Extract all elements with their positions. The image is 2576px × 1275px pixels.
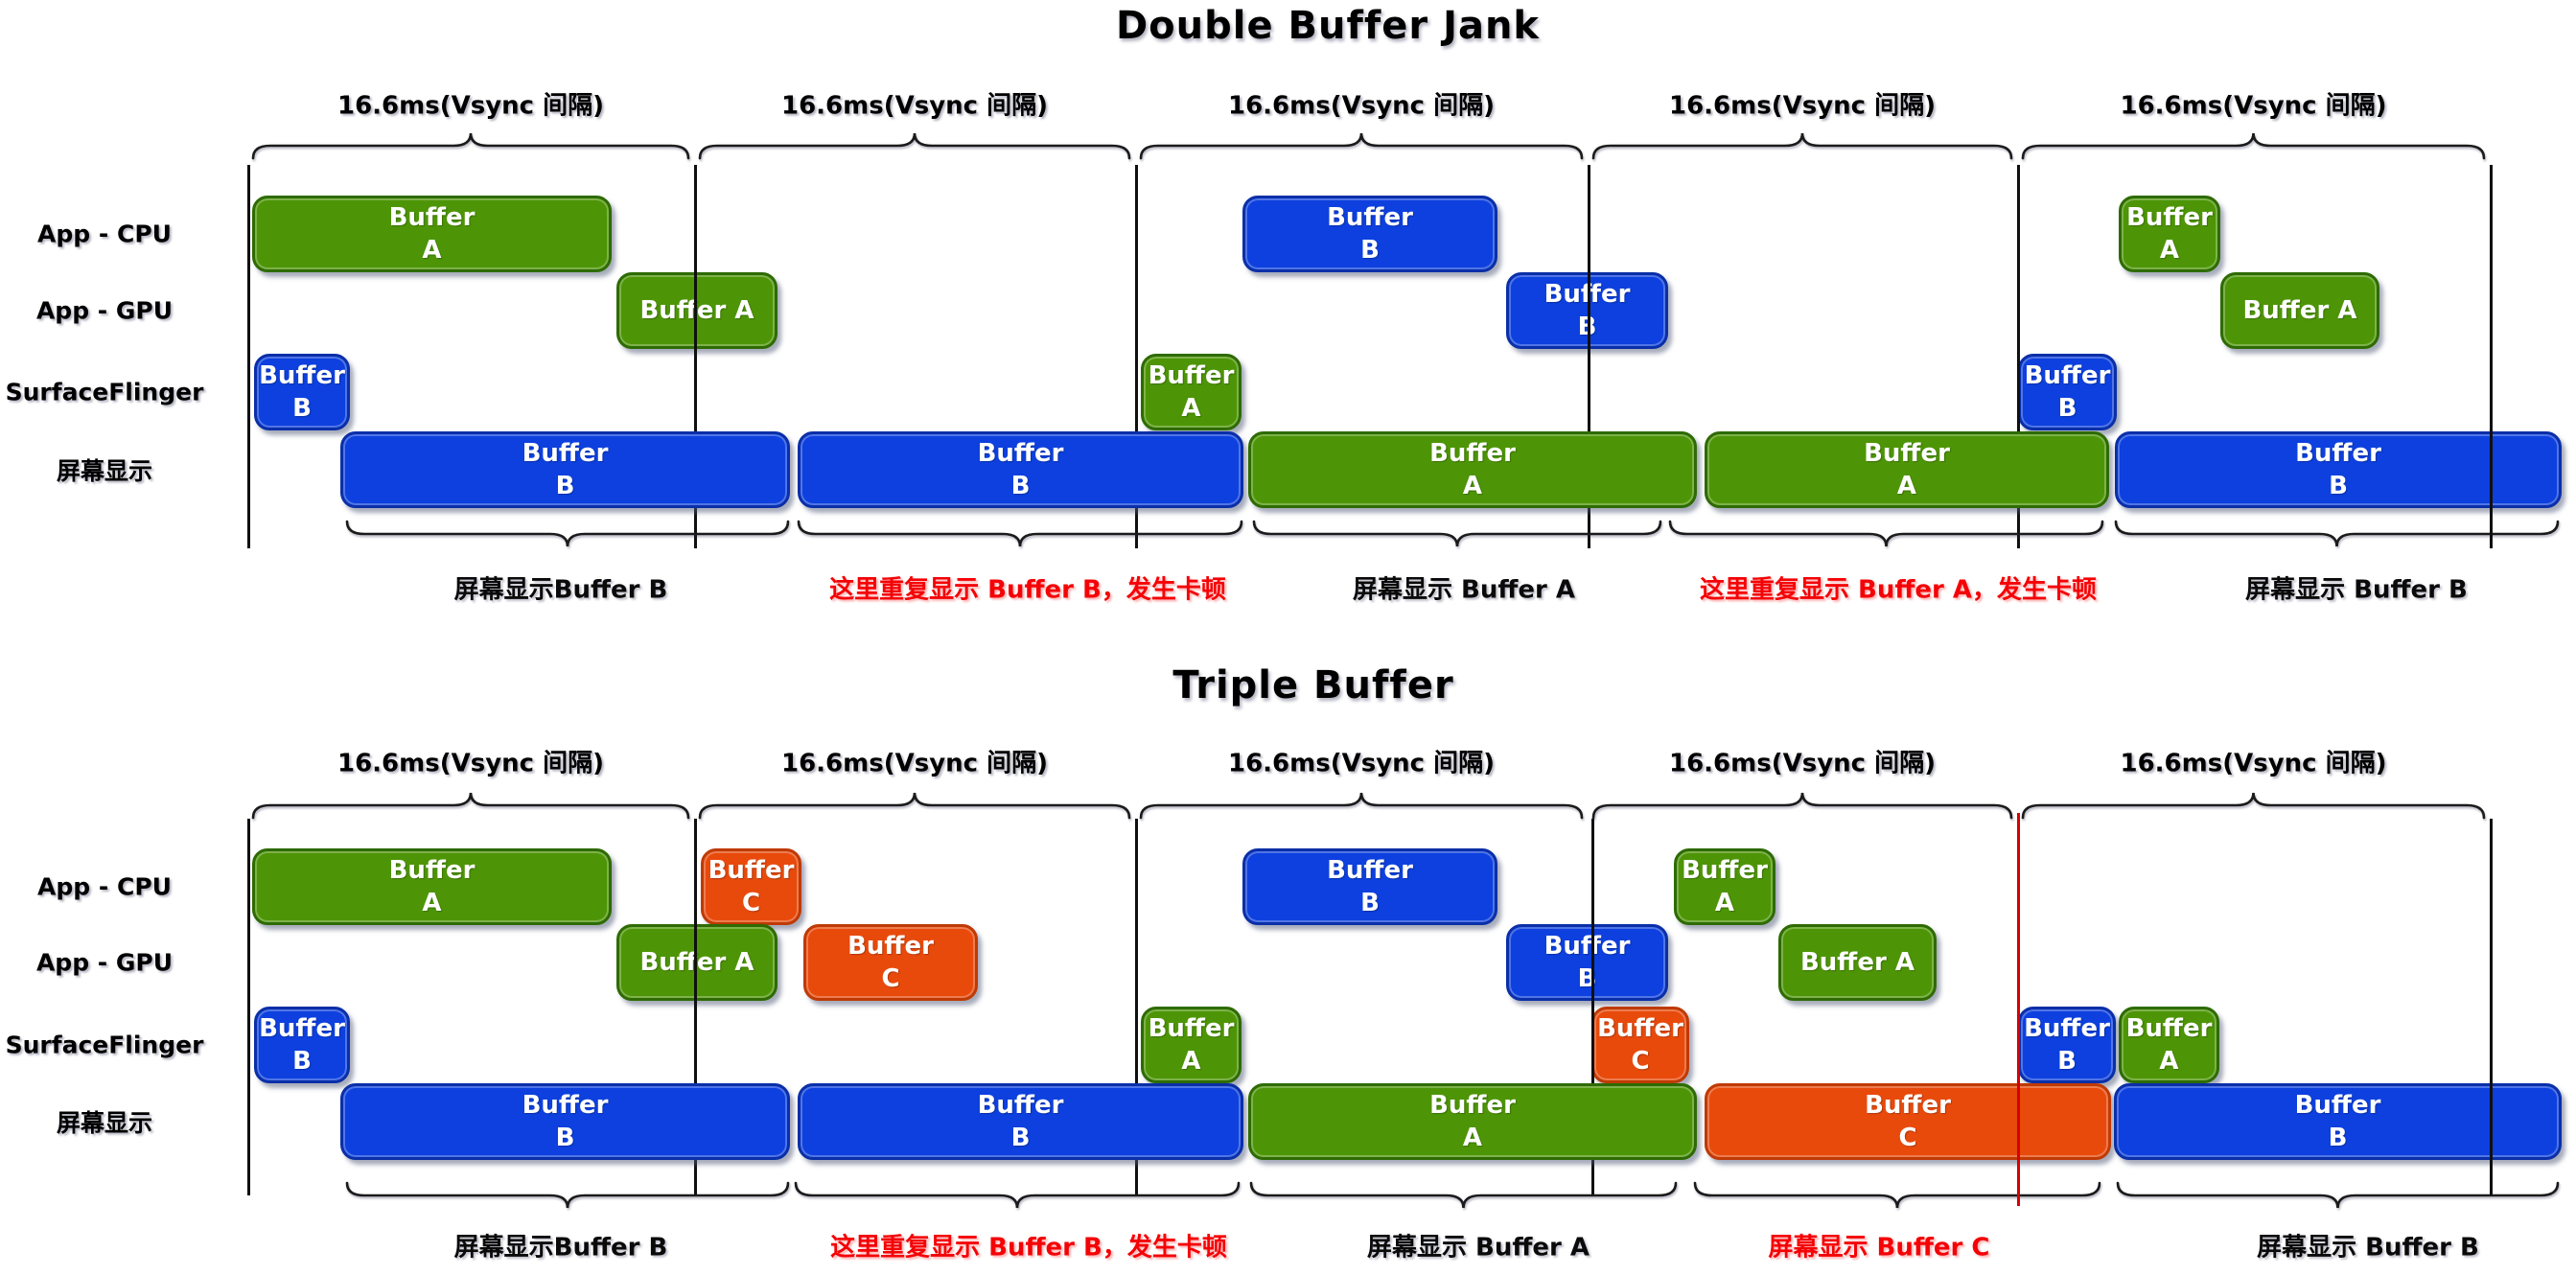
buffer-box-buffer-b: Buffer B	[2115, 431, 2562, 508]
buffer-box-buffer-b: Buffer B	[2018, 354, 2117, 430]
buffer-box-buffer-a: Buffer A	[252, 848, 612, 925]
buffer-box-buffer-c: Buffer C	[1705, 1083, 2111, 1160]
screen-interval-underbrace	[1249, 1181, 1678, 1209]
buffer-box-buffer-b: Buffer B	[1242, 196, 1497, 272]
screen-interval-underbrace	[1668, 520, 2104, 547]
buffer-box-buffer-a: Buffer A	[1778, 924, 1937, 1001]
vsync-interval-label: 16.6ms(Vsync 间隔)	[337, 749, 605, 778]
buffer-box-buffer-b: Buffer B	[798, 431, 1243, 508]
vsync-line	[1135, 819, 1138, 1195]
vsync-interval-label: 16.6ms(Vsync 间隔)	[2120, 91, 2387, 121]
triple-buffer-title: Triple Buffer	[1172, 663, 1454, 707]
buffer-box-buffer-a: Buffer A	[1141, 1007, 1242, 1083]
vsync-line	[694, 165, 697, 548]
screen-display-caption: 屏幕显示Buffer B	[453, 1233, 668, 1263]
screen-display-caption: 屏幕显示 Buffer B	[2257, 1233, 2479, 1263]
vsync-line	[1135, 165, 1138, 548]
buffer-box-buffer-a: Buffer A	[1141, 354, 1242, 430]
buffer-box-buffer-a: Buffer A	[2220, 272, 2379, 349]
screen-display-caption: 屏幕显示 Buffer C	[1768, 1233, 1990, 1263]
vsync-line	[247, 819, 250, 1195]
vsync-interval-label: 16.6ms(Vsync 间隔)	[1227, 91, 1496, 121]
row-label-surfaceflinger: SurfaceFlinger	[5, 1031, 204, 1059]
vsync-interval-label: 16.6ms(Vsync 间隔)	[780, 91, 1049, 121]
vsync-interval-label: 16.6ms(Vsync 间隔)	[1668, 749, 1937, 778]
row-label-app-gpu: App - GPU	[35, 948, 174, 977]
vsync-interval-overbrace	[1591, 132, 2013, 160]
buffer-box-buffer-a: Buffer A	[1705, 431, 2109, 508]
buffer-box-buffer-a: Buffer A	[616, 272, 777, 349]
vsync-line	[1588, 165, 1590, 548]
buffer-box-buffer-a: Buffer A	[1674, 848, 1775, 925]
screen-interval-underbrace	[1693, 1181, 2101, 1209]
vsync-line	[694, 819, 697, 1195]
red-vsync-line	[2017, 813, 2020, 1206]
buffer-box-buffer-b: Buffer B	[254, 1007, 350, 1083]
row-label-surfaceflinger: SurfaceFlinger	[5, 378, 204, 406]
buffer-box-buffer-b: Buffer B	[1506, 272, 1668, 349]
screen-interval-underbrace	[1252, 520, 1662, 547]
screen-display-caption: 这里重复显示 Buffer B，发生卡顿	[829, 575, 1226, 605]
screen-interval-underbrace	[345, 1181, 790, 1209]
buffer-box-buffer-a: Buffer A	[2119, 1007, 2219, 1083]
row-label--: 屏幕显示	[56, 457, 152, 485]
buffer-box-buffer-a: Buffer A	[1248, 431, 1697, 508]
vsync-interval-overbrace	[1139, 132, 1584, 160]
buffer-box-buffer-b: Buffer B	[2018, 1007, 2116, 1083]
row-label-app-cpu: App - CPU	[37, 220, 172, 248]
vsync-line	[1591, 819, 1594, 1195]
vsync-interval-overbrace	[251, 132, 690, 160]
buffer-box-buffer-b: Buffer B	[2114, 1083, 2562, 1160]
buffer-box-buffer-c: Buffer C	[1591, 1007, 1689, 1083]
vsync-interval-overbrace	[2021, 792, 2486, 820]
vsync-interval-label: 16.6ms(Vsync 间隔)	[1668, 91, 1937, 121]
vsync-interval-overbrace	[1591, 792, 2013, 820]
buffer-box-buffer-b: Buffer B	[254, 354, 350, 430]
vsync-line	[2490, 819, 2493, 1195]
buffer-box-buffer-c: Buffer C	[803, 924, 978, 1001]
buffer-box-buffer-a: Buffer A	[252, 196, 612, 272]
screen-display-caption: 屏幕显示 Buffer A	[1352, 575, 1576, 605]
vsync-interval-overbrace	[698, 132, 1131, 160]
buffer-box-buffer-b: Buffer B	[1242, 848, 1497, 925]
screen-interval-underbrace	[345, 520, 790, 547]
buffer-box-buffer-b: Buffer B	[1506, 924, 1668, 1001]
vsync-line	[2017, 165, 2020, 548]
row-label-app-cpu: App - CPU	[37, 872, 172, 901]
buffer-box-buffer-b: Buffer B	[340, 1083, 790, 1160]
vsync-interval-label: 16.6ms(Vsync 间隔)	[780, 749, 1049, 778]
row-label-app-gpu: App - GPU	[35, 296, 174, 325]
vsync-interval-overbrace	[1139, 792, 1584, 820]
vsync-line	[247, 165, 250, 548]
buffer-box-buffer-b: Buffer B	[798, 1083, 1243, 1160]
vsync-interval-label: 16.6ms(Vsync 间隔)	[1227, 749, 1496, 778]
vsync-interval-overbrace	[251, 792, 690, 820]
screen-display-caption: 屏幕显示 Buffer A	[1366, 1233, 1590, 1263]
vsync-line	[2490, 165, 2493, 548]
double-buffer-jank-title: Double Buffer Jank	[1115, 4, 1541, 48]
buffer-box-buffer-a: Buffer A	[2119, 196, 2220, 272]
buffer-box-buffer-c: Buffer C	[701, 848, 801, 925]
screen-display-caption: 屏幕显示Buffer B	[453, 575, 668, 605]
vsync-interval-overbrace	[698, 792, 1131, 820]
vsync-interval-label: 16.6ms(Vsync 间隔)	[2120, 749, 2387, 778]
screen-display-caption: 这里重复显示 Buffer B，发生卡顿	[830, 1233, 1227, 1263]
vsync-interval-overbrace	[2021, 132, 2486, 160]
vsync-interval-label: 16.6ms(Vsync 间隔)	[337, 91, 605, 121]
screen-interval-underbrace	[797, 520, 1243, 547]
row-label--: 屏幕显示	[56, 1109, 152, 1137]
buffer-box-buffer-a: Buffer A	[1248, 1083, 1697, 1160]
screen-display-caption: 屏幕显示 Buffer B	[2245, 575, 2468, 605]
screen-interval-underbrace	[794, 1181, 1241, 1209]
buffer-box-buffer-a: Buffer A	[616, 924, 777, 1001]
screen-display-caption: 这里重复显示 Buffer A，发生卡顿	[1699, 575, 2098, 605]
buffer-box-buffer-b: Buffer B	[340, 431, 790, 508]
